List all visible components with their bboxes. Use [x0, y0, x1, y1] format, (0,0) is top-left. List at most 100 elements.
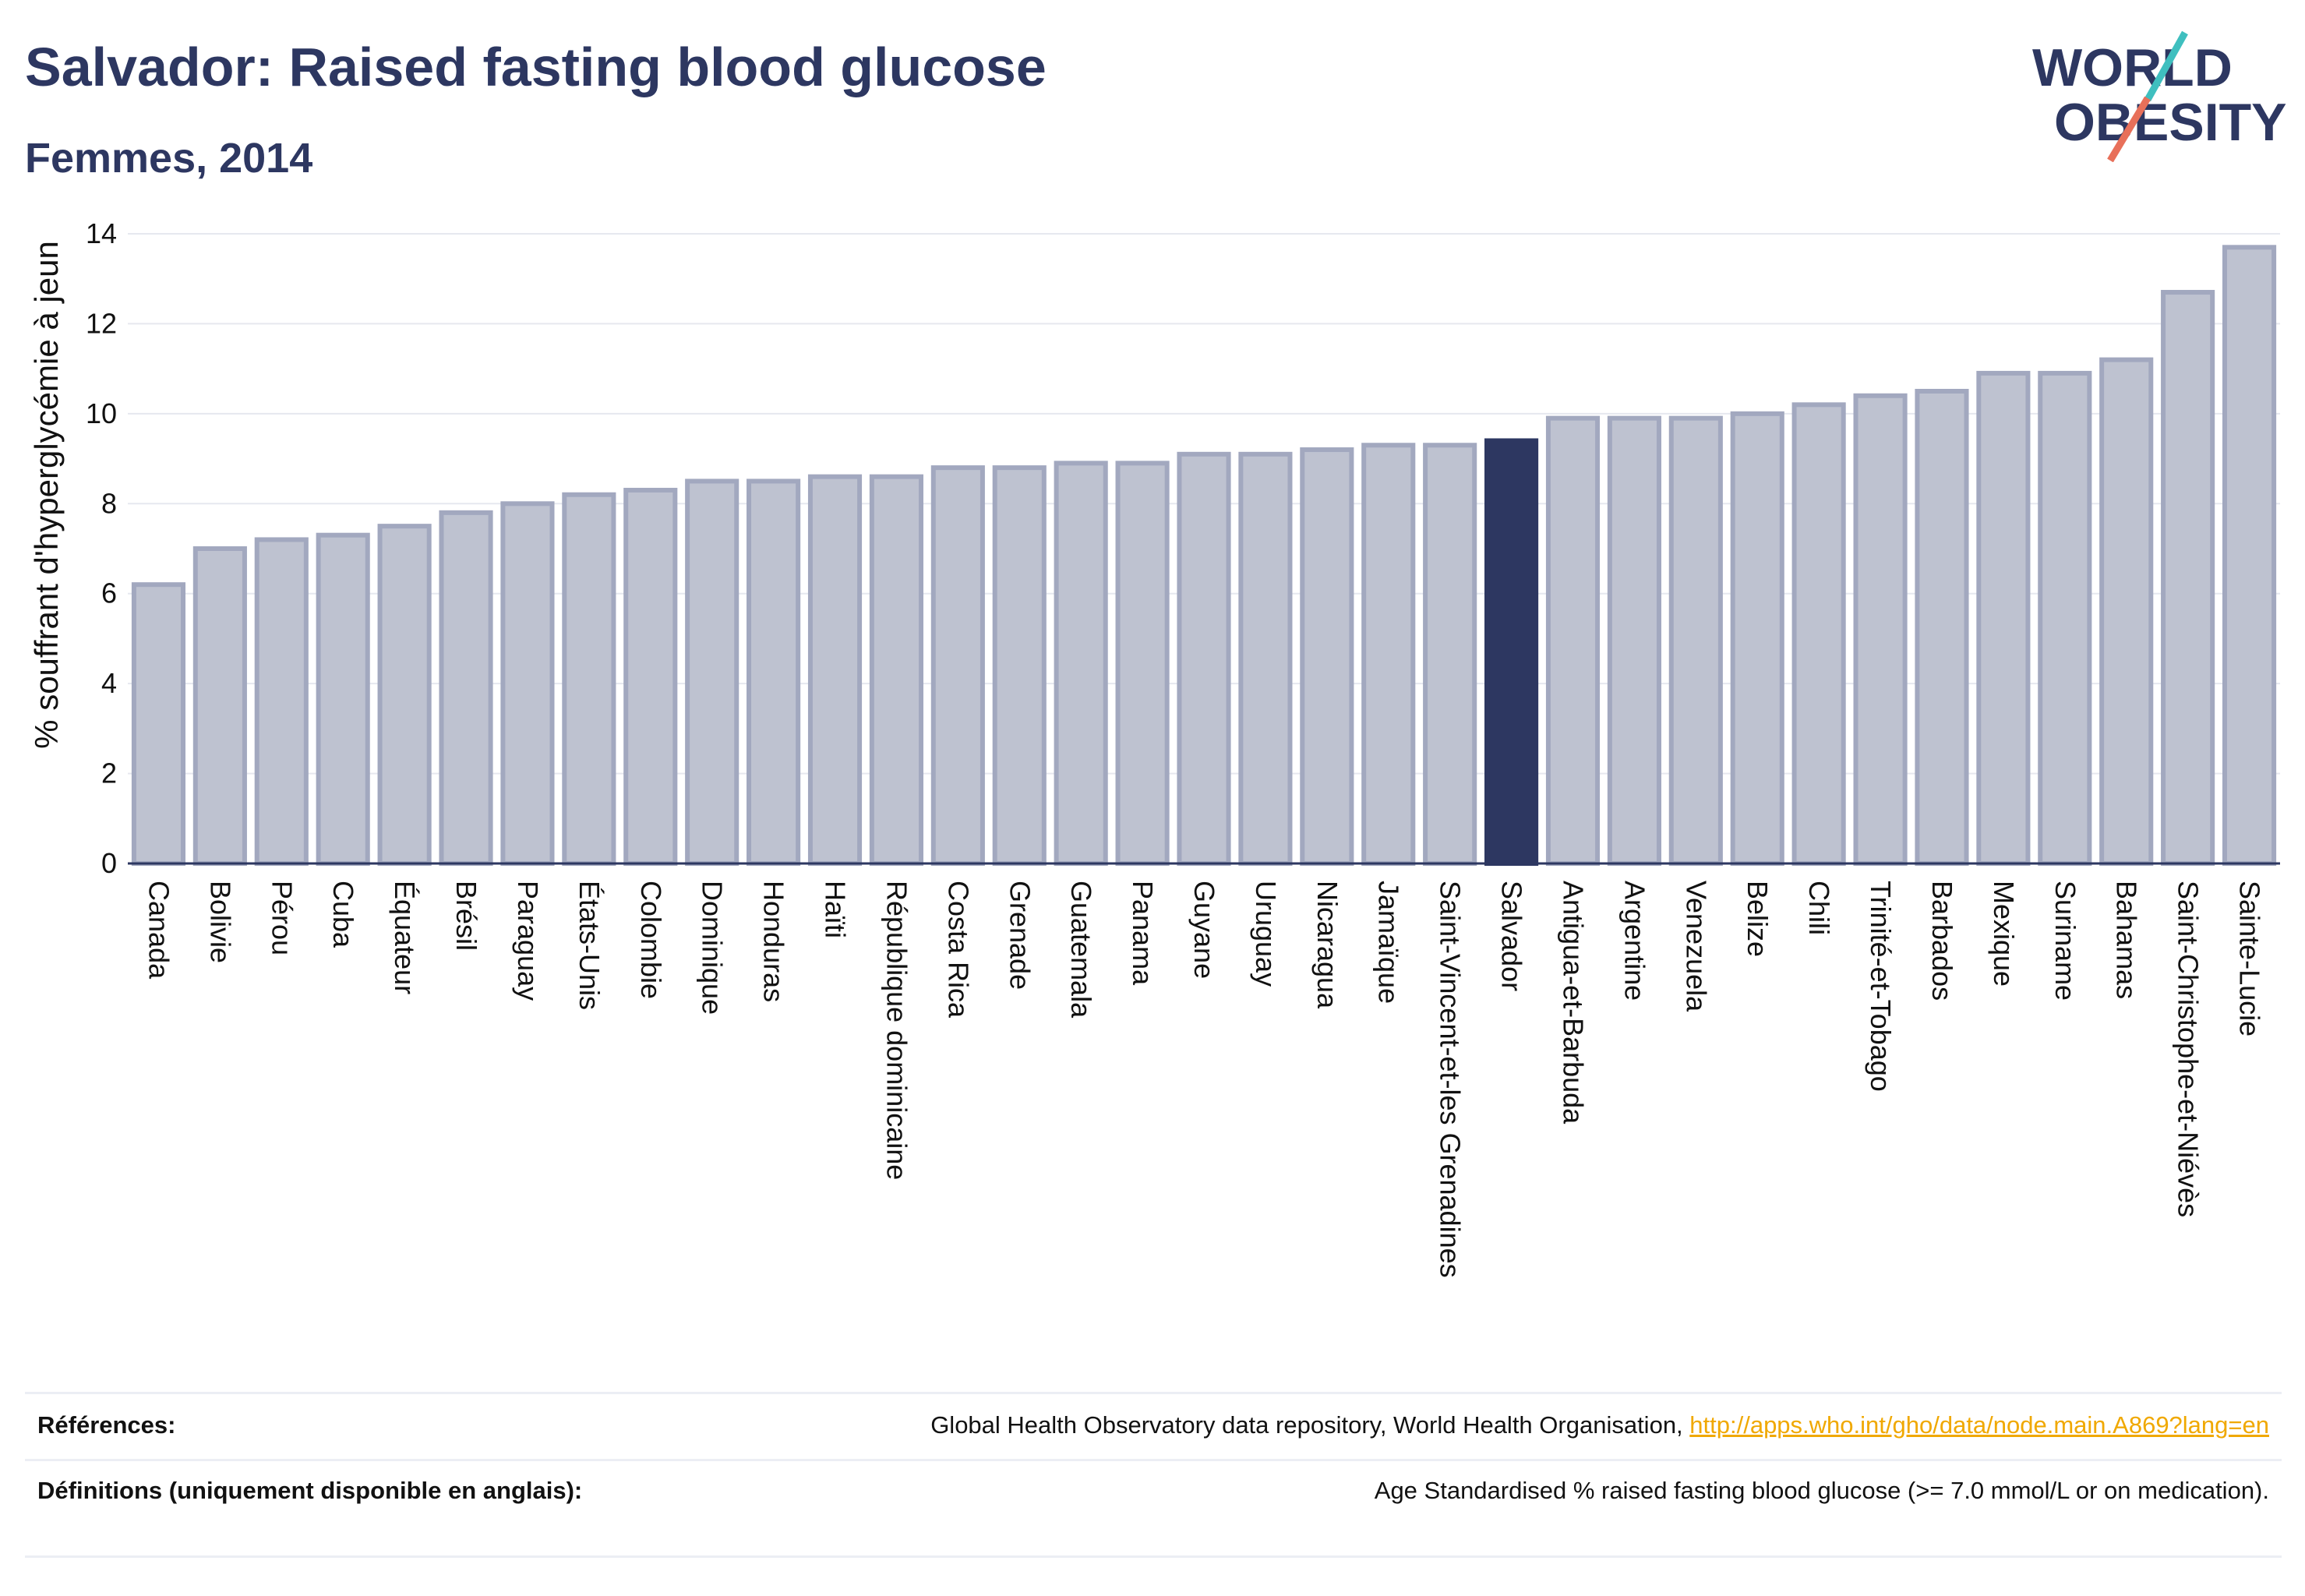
x-category-label: Panama: [1127, 881, 1159, 986]
x-category-label: Jamaïque: [1373, 881, 1405, 1004]
y-tick-label: 4: [101, 667, 117, 699]
y-tick-labels: 0 2 4 6 8 10 12 14: [86, 217, 117, 879]
chart-title: Salvador: Raised fasting blood glucose: [25, 37, 1047, 97]
x-category-label: Costa Rica: [942, 881, 974, 1019]
bar: [1976, 370, 2031, 866]
bar: [1361, 443, 1416, 866]
bar: [2099, 357, 2154, 867]
divider-bottom: [25, 1555, 2282, 1558]
bar: [192, 546, 247, 866]
x-category-label: Honduras: [758, 881, 790, 1002]
bar: [685, 478, 740, 867]
bar: [254, 537, 309, 866]
bar: [930, 465, 985, 866]
definitions-label: Définitions (uniquement disponible en an…: [37, 1477, 583, 1504]
bar: [1545, 415, 1601, 866]
bar: [377, 524, 432, 867]
x-category-label: Trinité-et-Tobago: [1865, 881, 1897, 1092]
y-tick-label: 10: [86, 397, 117, 429]
references-text: Global Health Observatory data repositor…: [930, 1409, 2269, 1442]
x-category-label: Paraguay: [512, 881, 544, 1001]
bar: [869, 474, 923, 867]
references-section: Références: Global Health Observatory da…: [25, 1392, 2282, 1559]
y-tick-label: 6: [101, 577, 117, 609]
divider-middle: [25, 1459, 2282, 1461]
x-category-label: États-Unis: [574, 881, 605, 1010]
bar: [439, 510, 493, 866]
bar: [2161, 290, 2215, 866]
x-category-label: Canada: [143, 881, 175, 980]
bar: [2038, 370, 2092, 866]
bars: [131, 245, 2277, 867]
x-category-label: Brésil: [450, 881, 482, 951]
world-obesity-logo: WORLD OBESITY: [2032, 30, 2287, 162]
chart-subtitle: Femmes, 2014: [25, 135, 313, 182]
x-category-label: Cuba: [327, 881, 359, 948]
divider-top: [25, 1392, 2282, 1394]
x-category-label: Saint-Christophe-et-Niévès: [2173, 881, 2204, 1217]
x-category-label: Guatemala: [1065, 881, 1097, 1019]
x-category-label: Venezuela: [1680, 881, 1712, 1012]
x-category-label: Mexique: [1988, 881, 2020, 987]
x-category-label: Belize: [1742, 881, 1774, 957]
logo-line-obesity: OBESITY: [2054, 93, 2287, 152]
x-category-label: Haïti: [820, 881, 852, 938]
x-category-label: Bolivie: [204, 881, 236, 963]
bar: [2222, 245, 2277, 867]
bar: [1300, 447, 1354, 866]
bar: [1238, 451, 1293, 866]
x-category-label: Bahamas: [2111, 881, 2143, 999]
x-category-label: Uruguay: [1250, 881, 1282, 987]
bar: [992, 465, 1047, 866]
y-tick-label: 0: [101, 847, 117, 879]
x-category-label: Argentine: [1618, 881, 1650, 1001]
x-category-label: Suriname: [2049, 881, 2081, 1001]
x-category-label: Salvador: [1496, 881, 1528, 991]
y-tick-label: 12: [86, 307, 117, 339]
bar: [131, 582, 186, 867]
x-category-label: Nicaragua: [1311, 881, 1343, 1009]
bar: [1054, 461, 1108, 866]
bar: [1177, 451, 1231, 866]
x-category-label: Colombie: [635, 881, 667, 999]
x-category-label: Barbados: [1926, 881, 1958, 1001]
bar-highlight: [1484, 438, 1539, 866]
bar: [1607, 415, 1661, 866]
logo-slash-teal: [2144, 30, 2188, 102]
y-tick-label: 2: [101, 757, 117, 789]
bar-chart: 0 2 4 6 8 10 12 14 Canada Bolivie Pérou Cuba Équate…: [28, 217, 2280, 1278]
x-category-label: Sainte-Lucie: [2234, 881, 2266, 1036]
x-category-labels: Canada Bolivie Pérou Cuba Équateur Brésil Para…: [143, 881, 2265, 1278]
x-category-label: Saint-Vincent-et-les Grenadines: [1435, 881, 1467, 1278]
bar: [1853, 393, 1908, 866]
y-tick-label: 8: [101, 487, 117, 519]
definitions-text: Age Standardised % raised fasting blood …: [1374, 1477, 2269, 1504]
logo-line-world: WORLD: [2032, 38, 2233, 97]
bar: [1423, 443, 1477, 866]
bar: [1791, 402, 1846, 866]
x-category-label: Chili: [1803, 881, 1835, 935]
y-tick-label: 14: [86, 217, 117, 249]
bar: [1730, 411, 1784, 866]
references-label: Références:: [37, 1411, 176, 1439]
x-category-label: Pérou: [266, 881, 298, 955]
bar: [500, 501, 555, 866]
x-category-label: République dominicaine: [881, 881, 912, 1180]
references-link[interactable]: http://apps.who.int/gho/data/node.main.A…: [1689, 1411, 2269, 1439]
bar: [316, 532, 370, 867]
bar: [1115, 461, 1170, 866]
bar: [562, 492, 616, 866]
bar: [747, 478, 801, 867]
x-category-label: Antigua-et-Barbuda: [1557, 881, 1589, 1125]
x-category-label: Guyane: [1188, 881, 1220, 979]
bar: [807, 474, 863, 867]
x-category-label: Équateur: [389, 881, 421, 994]
bar: [1915, 389, 1969, 866]
logo-slash-coral: [2107, 96, 2151, 162]
bar: [1668, 415, 1723, 866]
x-category-label: Dominique: [697, 881, 729, 1015]
bar: [623, 487, 678, 866]
x-category-label: Grenade: [1004, 881, 1036, 990]
references-source: Global Health Observatory data repositor…: [930, 1411, 1690, 1439]
y-axis-label: % souffrant d'hyperglycémie à jeun: [28, 241, 65, 749]
